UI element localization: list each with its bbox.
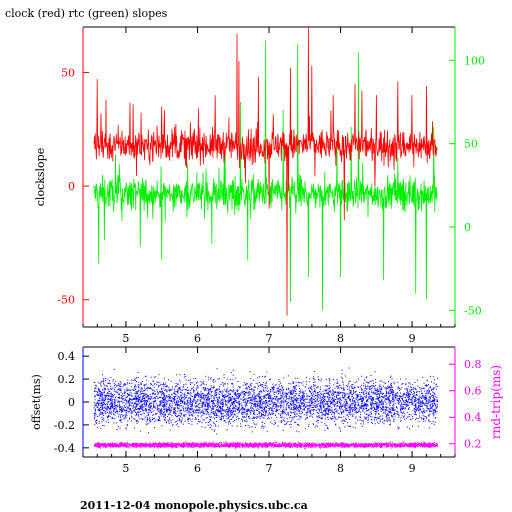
offset-x-tick-label: 5 [122,462,129,475]
offset-y-axis-label: offset(ms) [30,374,43,430]
offset-x-tick-label: 6 [194,462,201,475]
offset-left-y-tick-label: 0.4 [58,350,76,363]
footer-text: 2011-12-04 monopole.physics.ubc.ca [80,499,308,512]
offset-x-tick-label: 8 [337,462,344,475]
offset-x-tick-label: 9 [409,462,416,475]
rtc-slope-series [93,40,438,311]
slopes-right-y-tick-label: -50 [464,304,482,317]
offset-x-tick-label: 7 [266,462,273,475]
roundtrip-right-y-tick-label: 0.2 [464,438,482,451]
roundtrip-right-y-tick-label: 0.4 [464,411,482,424]
offset-roundtrip-chart: 5 6 7 8 9 0.4 0.2 0 -0.2 -0.4 0.8 0.6 0.4 0.2 offset(m… [30,346,503,475]
slopes-x-tick-label: 6 [194,332,201,345]
offset-left-y-tick-label: 0.2 [58,373,76,386]
slopes-x-tick-label: 9 [409,332,416,345]
slopes-left-y-tick-label: 50 [61,66,75,79]
offset-left-y-tick-label: 0 [68,396,75,409]
slopes-x-tick-label: 5 [122,332,129,345]
offset-points [93,367,439,435]
slopes-left-y-tick-label: -50 [57,294,75,307]
offset-left-y-tick-label: -0.2 [54,419,75,432]
roundtrip-right-y-tick-label: 0.6 [464,385,482,398]
chart-title: clock (red) rtc (green) slopes [5,7,168,20]
slopes-right-y-tick-label: 0 [464,221,471,234]
slopes-y-axis-label: clockslope [34,148,47,206]
slopes-chart: 5 6 7 8 9 50 0 -50 100 50 0 -50 clock (red) rtc (gre… [5,7,485,345]
slopes-right-y-tick-label: 50 [464,138,478,151]
roundtrip-right-y-tick-label: 0.8 [464,358,482,371]
slopes-x-tick-label: 7 [266,332,273,345]
slopes-left-y-tick-label: 0 [68,180,75,193]
roundtrip-points [94,441,438,450]
clock-slope-series [93,26,438,316]
slopes-right-y-tick-label: 100 [464,54,485,67]
roundtrip-y-axis-label: rnd-trip(ms) [489,365,503,439]
slopes-x-tick-label: 8 [337,332,344,345]
offset-left-y-tick-label: -0.4 [54,442,75,455]
